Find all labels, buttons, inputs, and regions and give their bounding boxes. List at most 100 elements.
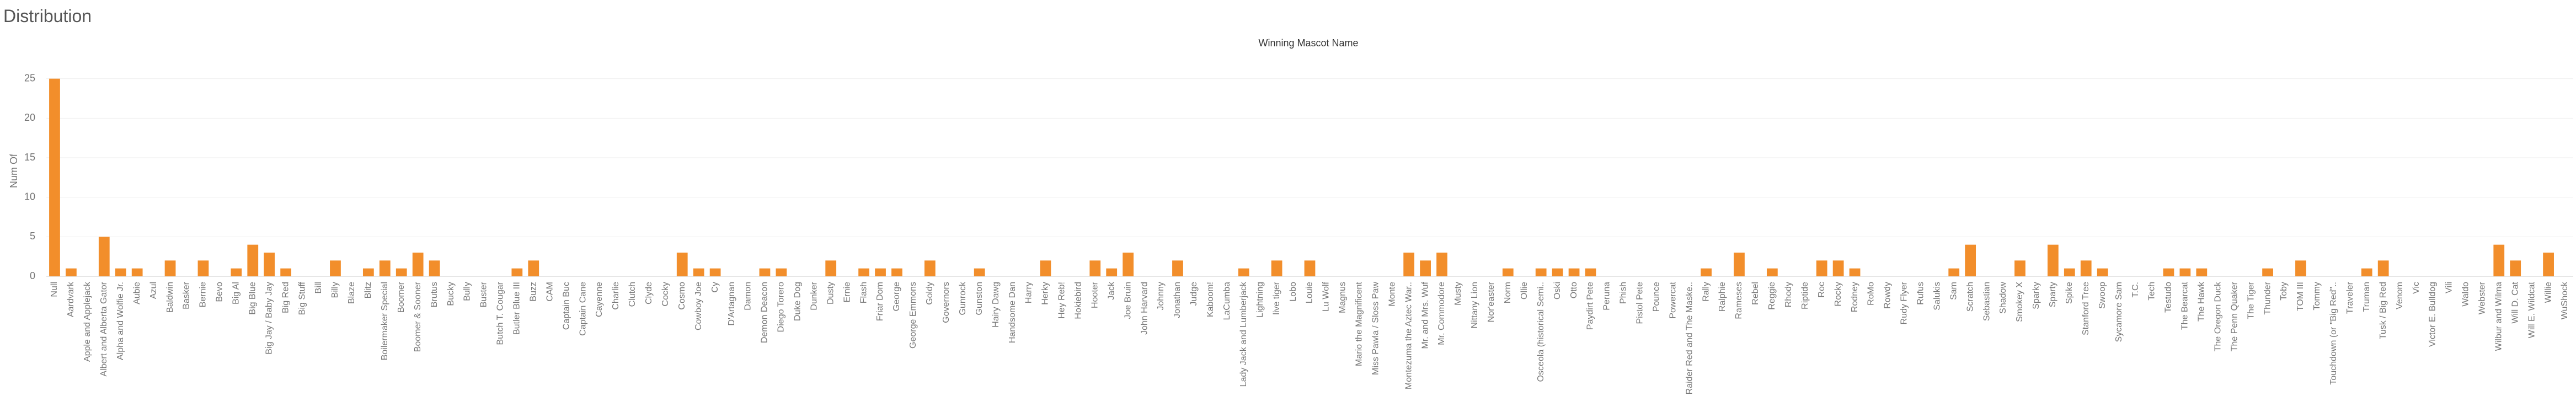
x-tick-label: Vili xyxy=(2445,282,2454,293)
x-tick-label: Oski xyxy=(1553,282,1562,299)
x-tick-label: Cocky xyxy=(661,282,670,306)
bar xyxy=(1106,268,1118,276)
x-tick-label: Joe Bruin xyxy=(1123,282,1132,319)
x-tick-label: Duke Dog xyxy=(793,282,803,321)
bar xyxy=(2262,268,2273,276)
x-tick-label: Harry xyxy=(1024,282,1034,303)
bar xyxy=(2080,260,2092,276)
x-tick-label: Scratch xyxy=(1965,282,1975,312)
bar xyxy=(115,268,126,276)
x-tick-label: Flash xyxy=(859,282,868,303)
x-tick-label: Demon Deacon xyxy=(760,282,769,343)
bar xyxy=(2493,244,2505,276)
x-tick-label: Sparty xyxy=(2048,282,2057,307)
bar xyxy=(1535,268,1547,276)
bar xyxy=(974,268,985,276)
x-tick-label: Captain Cane xyxy=(578,282,587,336)
x-tick-label: Null xyxy=(50,282,59,297)
x-tick-label: Rufus xyxy=(1916,282,1926,305)
x-tick-label: The Bearcat xyxy=(2180,281,2190,330)
x-tick-label: Goldy xyxy=(925,282,934,305)
bar xyxy=(2064,268,2075,276)
x-tick-label: Big Jay / Baby Jay xyxy=(264,282,274,355)
x-tick-label: Judge xyxy=(1189,282,1199,306)
x-tick-label: T.C. xyxy=(2131,282,2140,297)
x-tick-label: Big Stuff xyxy=(297,281,307,315)
bar xyxy=(1271,260,1282,276)
x-tick-label: Paydirt Pete xyxy=(1586,282,1595,330)
x-tick-label: TOM III xyxy=(2296,282,2305,311)
x-tick-label: Pistol Pete xyxy=(1636,282,1645,324)
bar xyxy=(2097,268,2108,276)
x-tick-label: Big Blue xyxy=(248,282,257,315)
bar xyxy=(164,260,176,276)
x-tick-label: Bucky xyxy=(446,282,456,306)
bar xyxy=(891,268,902,276)
bar xyxy=(1948,268,1960,276)
bar xyxy=(1734,253,1745,276)
bar xyxy=(1089,260,1101,276)
x-tick-label: Tech xyxy=(2147,282,2157,301)
x-tick-label: Will E. Wildcat xyxy=(2527,281,2536,338)
bar xyxy=(1238,268,1249,276)
x-tick-label: Aubie xyxy=(132,282,142,304)
x-tick-label: Rowdy xyxy=(1883,282,1893,309)
x-tick-label: Butch T. Cougar xyxy=(496,281,505,345)
x-tick-label: Buzz xyxy=(528,282,538,302)
x-tick-label: Will D. Cat xyxy=(2510,281,2520,323)
chart-title: Distribution xyxy=(3,6,92,26)
x-tick-label: Basker xyxy=(182,281,191,309)
x-tick-label: Osceola (historical Semi.. xyxy=(1536,282,1546,382)
x-tick-label: Hairy Dawg xyxy=(991,282,1001,328)
bar xyxy=(412,253,424,276)
bar xyxy=(197,260,209,276)
bar xyxy=(49,78,60,276)
y-tick-label: 20 xyxy=(24,112,35,123)
x-tick-label: Clyde xyxy=(644,282,654,304)
x-tick-label: Phish xyxy=(1619,282,1628,304)
x-tick-label: Charlie xyxy=(611,282,621,310)
x-tick-label: Toby xyxy=(2279,282,2289,301)
x-tick-label: Jack xyxy=(1107,281,1116,300)
bar xyxy=(776,268,787,276)
x-tick-label: Willie xyxy=(2543,282,2553,303)
x-tick-label: LaCumba xyxy=(1222,282,1232,320)
bar xyxy=(2196,268,2208,276)
bar xyxy=(2295,260,2306,276)
x-tick-label: Sparky xyxy=(2032,282,2041,309)
y-tick-label: 5 xyxy=(30,231,35,242)
x-tick-label: Rhody xyxy=(1784,282,1793,307)
x-tick-label: Baldwin xyxy=(165,282,175,313)
x-tick-label: RoMo xyxy=(1867,282,1876,306)
x-tick-label: Butler Blue III xyxy=(512,282,522,335)
x-tick-label: Bevo xyxy=(215,282,225,302)
x-tick-label: Hey Reb! xyxy=(1057,282,1067,319)
bar xyxy=(1816,260,1827,276)
x-tick-label: live tiger xyxy=(1272,281,1281,314)
bar xyxy=(1552,268,1563,276)
x-tick-label: Brutus xyxy=(430,282,439,307)
x-tick-label: Bernie xyxy=(199,282,208,307)
bar xyxy=(362,268,374,276)
x-tick-label: Waldo xyxy=(2461,282,2471,307)
bar xyxy=(231,268,242,276)
x-tick-label: Montezuma the Aztec War.. xyxy=(1404,282,1413,389)
bar xyxy=(1502,268,1514,276)
header: Winning Mascot Name xyxy=(1258,38,1358,49)
x-tick-label: Billy xyxy=(330,282,340,298)
x-tick-label: The Oregon Duck xyxy=(2213,281,2222,351)
x-tick-label: Alpha and Wolfie Jr. xyxy=(116,282,125,360)
x-tick-label: Mr. Commodore xyxy=(1437,282,1446,345)
bar xyxy=(1766,268,1778,276)
x-tick-label: Hokiebird xyxy=(1074,282,1083,319)
bar xyxy=(1304,260,1316,276)
bar xyxy=(1436,253,1447,276)
x-tick-label: Apple and Applejack xyxy=(83,281,92,362)
x-tick-label: Sam xyxy=(1949,282,1958,300)
x-tick-label: Ernie xyxy=(842,282,852,302)
x-tick-label: Rodney xyxy=(1850,282,1859,312)
x-tick-label: Jonathan xyxy=(1173,282,1182,318)
bar xyxy=(1832,260,1844,276)
x-tick-label: Buster xyxy=(479,281,489,307)
bar xyxy=(396,268,407,276)
